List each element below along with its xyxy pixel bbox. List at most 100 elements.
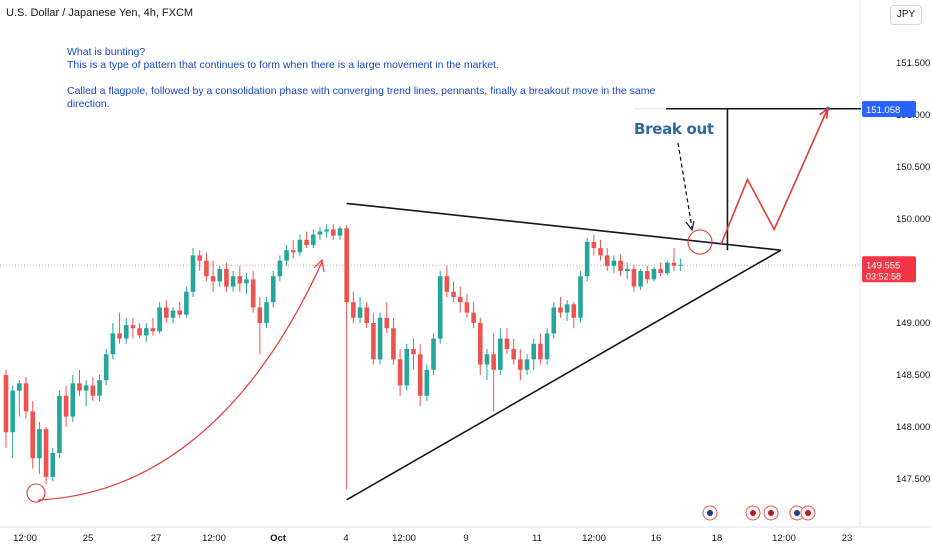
candle: [538, 333, 543, 365]
candle-body: [658, 268, 663, 274]
currency-button[interactable]: JPY: [890, 5, 922, 25]
x-tick-label: 18: [712, 533, 723, 544]
candle: [531, 338, 537, 370]
candle-body: [404, 349, 410, 386]
target-price-badge: 151.058: [862, 100, 916, 117]
candle: [558, 297, 563, 318]
candle-body: [304, 239, 309, 245]
candle-body: [371, 323, 376, 360]
candle: [518, 349, 523, 381]
candle: [377, 312, 383, 365]
candle: [17, 380, 22, 417]
candle-body: [638, 271, 643, 287]
candle: [504, 328, 510, 355]
candle: [83, 380, 89, 407]
event-icon-dot: [794, 510, 800, 516]
candle: [297, 234, 303, 257]
candle: [371, 312, 376, 365]
x-tick-label: 12:00: [202, 533, 226, 544]
economic-event-icon[interactable]: [800, 505, 816, 521]
event-icon-dot: [805, 510, 811, 516]
candle: [644, 265, 650, 284]
current-price-value: 149.555: [866, 260, 900, 271]
candle-body: [564, 304, 570, 313]
candle-body: [237, 276, 243, 284]
candle: [571, 302, 577, 329]
candle: [77, 369, 82, 396]
candle-body: [30, 411, 36, 459]
candle: [331, 224, 336, 240]
candle-body: [310, 234, 316, 245]
x-tick-label: 12:00: [13, 533, 37, 544]
x-tick-label: 23: [842, 533, 853, 544]
candle: [230, 271, 236, 292]
candle-body: [270, 276, 276, 303]
candle-body: [264, 302, 269, 323]
candle-body: [411, 349, 416, 355]
candle: [337, 226, 343, 240]
candle-body: [578, 276, 583, 318]
candle: [270, 271, 276, 308]
candle: [204, 252, 209, 282]
candle: [137, 323, 142, 339]
pattern-start-circle: [26, 483, 46, 503]
candle: [130, 317, 136, 339]
projection-path: [720, 108, 829, 246]
candle-body: [477, 323, 483, 365]
candle-body: [110, 333, 116, 355]
candle: [290, 239, 296, 259]
candle: [351, 291, 356, 323]
candle: [484, 349, 490, 381]
candle-body: [143, 328, 149, 336]
economic-event-icon[interactable]: [745, 505, 761, 521]
candle: [3, 369, 9, 448]
candle: [177, 302, 182, 318]
candle: [23, 377, 29, 419]
event-icon-dot: [707, 510, 713, 516]
economic-event-icon[interactable]: [763, 505, 779, 521]
candle-body: [357, 307, 363, 318]
bar-countdown: 03:52:58: [866, 271, 901, 281]
y-tick-label: 148.500: [896, 370, 930, 381]
candle-body: [604, 255, 610, 266]
candle: [170, 307, 176, 323]
candle: [217, 265, 223, 287]
candle-body: [484, 354, 490, 365]
candle-body: [451, 291, 456, 297]
candle-body: [230, 276, 236, 287]
candle: [164, 300, 169, 323]
x-tick-label: 27: [151, 533, 162, 544]
candle-body: [457, 297, 463, 303]
candle-body: [250, 279, 256, 308]
candle-body: [671, 262, 677, 266]
candle-body: [511, 349, 516, 360]
candle: [524, 354, 530, 375]
candle: [310, 229, 316, 249]
economic-event-icon[interactable]: [702, 505, 718, 521]
trendline-lower: [346, 249, 782, 501]
candle-body: [190, 255, 196, 292]
candle: [498, 328, 503, 375]
breakout-label[interactable]: Break out: [634, 120, 714, 138]
candle-body: [184, 291, 189, 315]
candle-body: [591, 241, 597, 249]
candle-body: [551, 307, 557, 334]
event-icon-dot: [750, 510, 756, 516]
candle: [618, 254, 623, 277]
breakout-pointer: [677, 142, 693, 229]
annotation-line: [67, 72, 663, 85]
y-tick-label: 148.000: [896, 422, 930, 433]
candle-body: [584, 241, 590, 277]
candle: [678, 258, 683, 271]
candle: [244, 273, 249, 294]
candle: [604, 248, 610, 271]
candle: [57, 390, 62, 459]
candle-body: [210, 276, 216, 282]
annotation-note[interactable]: What is bunting? This is a type of patte…: [64, 45, 666, 112]
candle: [30, 401, 36, 469]
x-tick-label: 9: [463, 533, 468, 544]
candle-body: [644, 271, 650, 280]
candle-body: [164, 307, 169, 318]
